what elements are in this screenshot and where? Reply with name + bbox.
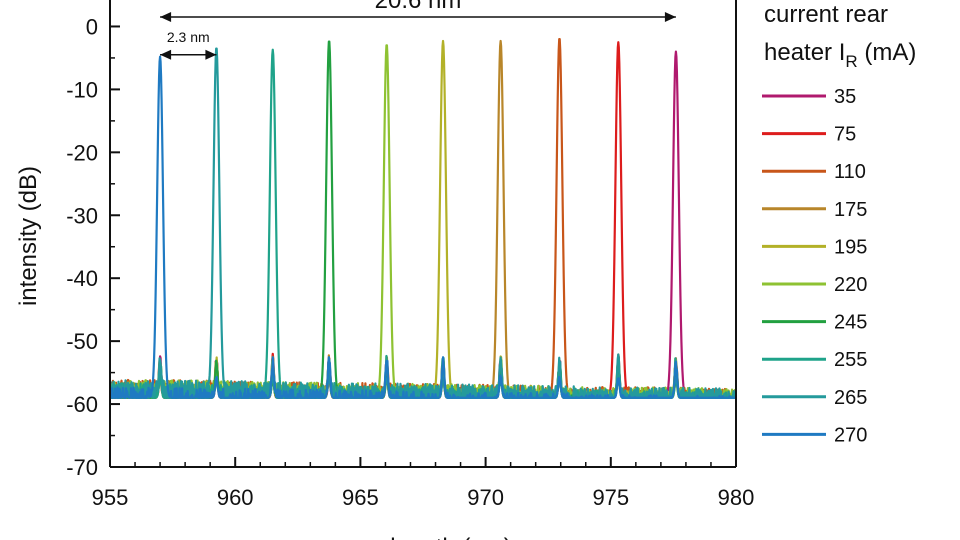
annotation-arrowhead-right-1: [205, 49, 217, 60]
legend-label-270: 270: [834, 424, 867, 446]
y-tick-label--70: -70: [66, 455, 98, 480]
y-tick-label--60: -60: [66, 392, 98, 417]
legend-label-75: 75: [834, 124, 856, 146]
plot-area: [110, 38, 736, 399]
legend-label-255: 255: [834, 349, 867, 371]
series-line-75: [110, 41, 736, 399]
x-tick-label-980: 980: [718, 485, 755, 510]
legend-label-220: 220: [834, 274, 867, 296]
annotation-label-1: 2.3 nm: [167, 29, 210, 45]
x-tick-label-965: 965: [342, 485, 379, 510]
series-line-35: [110, 50, 736, 399]
annotation-arrowhead-right-0: [664, 12, 676, 23]
series-line-175: [110, 39, 736, 399]
y-tick-label--50: -50: [66, 329, 98, 354]
series-line-220: [110, 44, 736, 399]
y-axis-title: intensity (dB): [15, 166, 42, 306]
annotation-arrowhead-left-0: [160, 12, 172, 23]
x-tick-label-975: 975: [592, 485, 629, 510]
x-tick-label-970: 970: [467, 485, 504, 510]
y-tick-label--20: -20: [66, 140, 98, 165]
annotation-arrowhead-left-1: [160, 49, 172, 60]
annotation-label-0: 20.6 nm: [375, 0, 462, 14]
x-axis-title: wavelength (nm): [333, 534, 511, 540]
legend-label-195: 195: [834, 236, 867, 258]
y-tick-label--40: -40: [66, 266, 98, 291]
series-line-270: [110, 55, 736, 399]
series-line-255: [110, 48, 736, 399]
legend-label-110: 110: [834, 161, 866, 183]
y-tick-label-0: 0: [86, 14, 98, 39]
series-line-110: [110, 38, 736, 399]
y-tick-label--30: -30: [66, 203, 98, 228]
legend-title-line1: current rear: [764, 1, 888, 28]
x-tick-label-955: 955: [92, 485, 129, 510]
x-tick-label-960: 960: [217, 485, 254, 510]
series-line-195: [110, 39, 736, 399]
legend-label-175: 175: [834, 199, 867, 221]
series-line-265: [110, 47, 736, 399]
series-line-245: [110, 40, 736, 399]
legend-label-245: 245: [834, 312, 867, 334]
legend-label-35: 35: [834, 86, 856, 108]
y-tick-label--10: -10: [66, 77, 98, 102]
legend-title-line2: heater IR (mA): [764, 39, 916, 71]
legend-label-265: 265: [834, 387, 867, 409]
